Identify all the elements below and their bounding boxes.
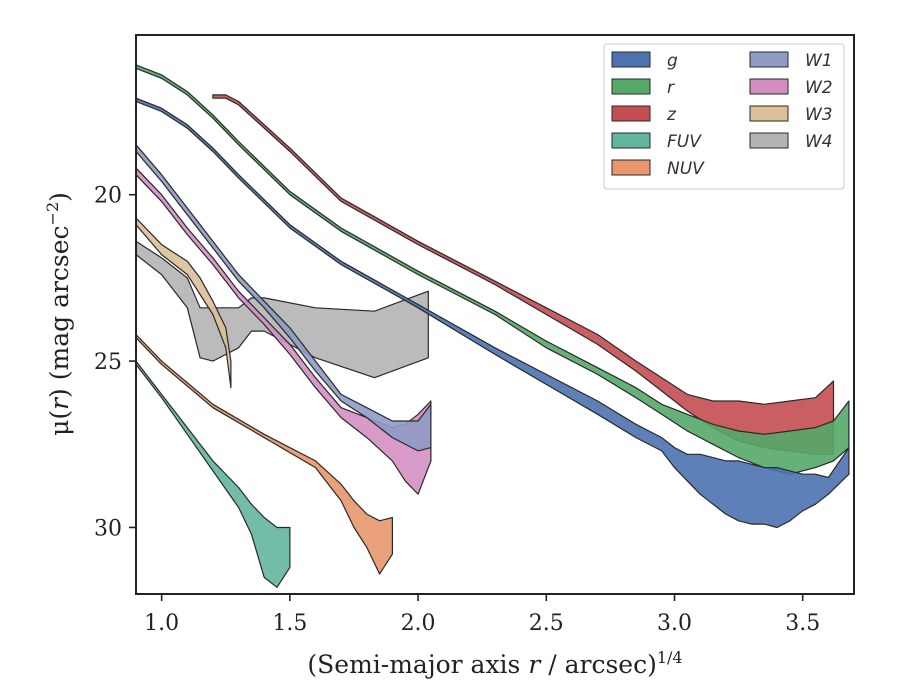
x-tick-label: 3.0: [657, 611, 692, 636]
legend-swatch-w4: [749, 132, 789, 149]
legend-label-z: z: [666, 105, 677, 125]
legend-swatch-w1: [749, 51, 789, 68]
series-band-w3: [136, 217, 232, 389]
series-band-w2: [136, 167, 432, 495]
plot-frame: [135, 34, 855, 595]
x-tick-label: 2.0: [401, 611, 436, 636]
y-tick-label: 25: [94, 350, 122, 375]
y-axis: 20 25 30: [94, 184, 136, 541]
legend-label-r: r: [667, 78, 675, 98]
series-band-nuv: [136, 333, 393, 575]
legend-label-w1: W1: [805, 51, 833, 71]
x-tick-label: 3.5: [785, 611, 820, 636]
x-axis-label: (Semi-major axis r / arcsec)1/4: [307, 648, 682, 679]
legend-swatch-z: [611, 105, 651, 122]
legend-label-fuv: FUV: [667, 132, 702, 152]
legend-label-w2: W2: [805, 78, 833, 98]
legend: grz FUV NUV W1 W2 W3 W4: [603, 43, 845, 190]
x-tick-label: 1.5: [272, 611, 307, 636]
x-tick-label: 2.5: [529, 611, 564, 636]
legend-label-nuv: NUV: [667, 159, 705, 179]
series-band-w1: [136, 144, 432, 452]
legend-swatch-w3: [749, 105, 789, 122]
y-axis-label: μ(r) (mag arcsec−2): [43, 192, 74, 436]
legend-swatch-r: [611, 78, 651, 95]
series-band-fuv: [136, 360, 291, 588]
y-tick-label: 20: [94, 184, 122, 209]
y-tick-label: 30: [94, 516, 122, 541]
legend-label-w3: W3: [805, 105, 833, 125]
legend-swatch-g: [611, 51, 651, 68]
legend-swatch-nuv: [611, 159, 651, 176]
series-band-g: [136, 97, 850, 529]
x-axis: 1.0 1.5 2.0 2.5 3.0 3.5: [144, 594, 820, 636]
legend-swatch-fuv: [611, 132, 651, 149]
legend-label-w4: W4: [805, 132, 833, 152]
series-layer: [136, 64, 850, 588]
x-tick-label: 1.0: [144, 611, 179, 636]
legend-label-g: g: [667, 51, 678, 71]
legend-swatch-w2: [749, 78, 789, 95]
